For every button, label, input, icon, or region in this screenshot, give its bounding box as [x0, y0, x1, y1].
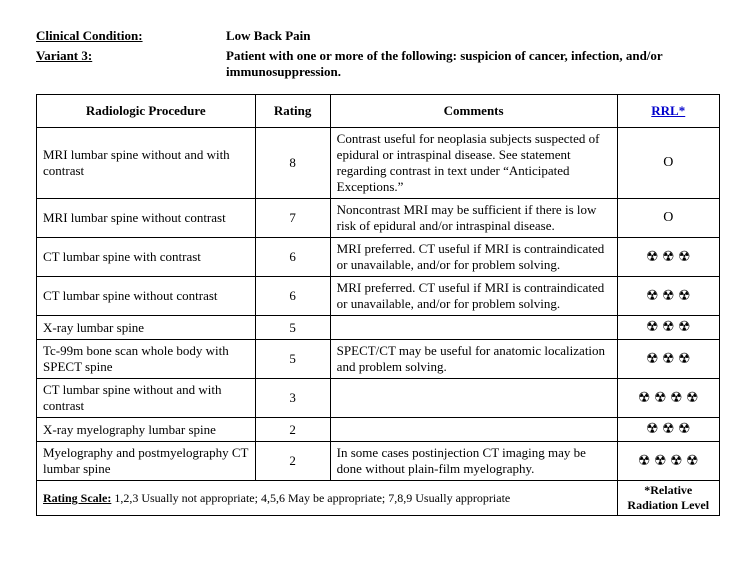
table-row: CT lumbar spine without and with contras… [37, 379, 720, 418]
rating-cell: 8 [255, 128, 330, 199]
procedure-cell: CT lumbar spine without and with contras… [37, 379, 256, 418]
rating-scale-cell: Rating Scale: 1,2,3 Usually not appropri… [37, 481, 618, 516]
comments-cell: SPECT/CT may be useful for anatomic loca… [330, 340, 617, 379]
rating-cell: 2 [255, 442, 330, 481]
table-footer-row: Rating Scale: 1,2,3 Usually not appropri… [37, 481, 720, 516]
table-row: Tc-99m bone scan whole body with SPECT s… [37, 340, 720, 379]
col-rating: Rating [255, 95, 330, 128]
rrl-cell: ☢ ☢ ☢ ☢ [617, 442, 719, 481]
procedure-cell: MRI lumbar spine without contrast [37, 199, 256, 238]
clinical-condition-value: Low Back Pain [226, 28, 720, 44]
rrl-cell: ☢ ☢ ☢ [617, 340, 719, 379]
rrl-cell: ☢ ☢ ☢ [617, 418, 719, 442]
rrl-cell: ☢ ☢ ☢ [617, 316, 719, 340]
table-row: MRI lumbar spine without contrast7Noncon… [37, 199, 720, 238]
clinical-condition-row: Clinical Condition: Low Back Pain [36, 28, 720, 44]
comments-cell: MRI preferred. CT useful if MRI is contr… [330, 238, 617, 277]
rating-scale-text: 1,2,3 Usually not appropriate; 4,5,6 May… [111, 491, 510, 505]
rating-scale-label: Rating Scale: [43, 491, 111, 505]
comments-cell [330, 379, 617, 418]
table-row: X-ray myelography lumbar spine2 ☢ ☢ ☢ [37, 418, 720, 442]
comments-cell: MRI preferred. CT useful if MRI is contr… [330, 277, 617, 316]
col-rrl-link[interactable]: RRL* [617, 95, 719, 128]
clinical-condition-label: Clinical Condition: [36, 28, 226, 44]
table-header-row: Radiologic Procedure Rating Comments RRL… [37, 95, 720, 128]
procedure-rating-table: Radiologic Procedure Rating Comments RRL… [36, 94, 720, 516]
procedure-cell: X-ray lumbar spine [37, 316, 256, 340]
procedure-cell: CT lumbar spine without contrast [37, 277, 256, 316]
rating-cell: 6 [255, 277, 330, 316]
procedure-cell: X-ray myelography lumbar spine [37, 418, 256, 442]
comments-cell [330, 418, 617, 442]
col-comments: Comments [330, 95, 617, 128]
variant-row: Variant 3: Patient with one or more of t… [36, 48, 720, 80]
comments-cell: In some cases postinjection CT imaging m… [330, 442, 617, 481]
comments-cell: Contrast useful for neoplasia subjects s… [330, 128, 617, 199]
comments-cell [330, 316, 617, 340]
col-procedure: Radiologic Procedure [37, 95, 256, 128]
rrl-cell: ☢ ☢ ☢ ☢ [617, 379, 719, 418]
table-row: Myelography and postmyelography CT lumba… [37, 442, 720, 481]
variant-label: Variant 3: [36, 48, 226, 80]
rrl-cell: O [617, 128, 719, 199]
variant-value: Patient with one or more of the followin… [226, 48, 720, 80]
rating-cell: 5 [255, 340, 330, 379]
table-row: CT lumbar spine with contrast6MRI prefer… [37, 238, 720, 277]
procedure-cell: MRI lumbar spine without and with contra… [37, 128, 256, 199]
rating-cell: 7 [255, 199, 330, 238]
rating-cell: 3 [255, 379, 330, 418]
rrl-cell: O [617, 199, 719, 238]
procedure-cell: CT lumbar spine with contrast [37, 238, 256, 277]
procedure-cell: Tc-99m bone scan whole body with SPECT s… [37, 340, 256, 379]
rating-cell: 2 [255, 418, 330, 442]
rating-cell: 5 [255, 316, 330, 340]
table-row: CT lumbar spine without contrast6MRI pre… [37, 277, 720, 316]
rrl-footnote: *Relative Radiation Level [617, 481, 719, 516]
table-row: X-ray lumbar spine5 ☢ ☢ ☢ [37, 316, 720, 340]
rrl-cell: ☢ ☢ ☢ [617, 238, 719, 277]
procedure-cell: Myelography and postmyelography CT lumba… [37, 442, 256, 481]
comments-cell: Noncontrast MRI may be sufficient if the… [330, 199, 617, 238]
table-row: MRI lumbar spine without and with contra… [37, 128, 720, 199]
rating-cell: 6 [255, 238, 330, 277]
rrl-cell: ☢ ☢ ☢ [617, 277, 719, 316]
